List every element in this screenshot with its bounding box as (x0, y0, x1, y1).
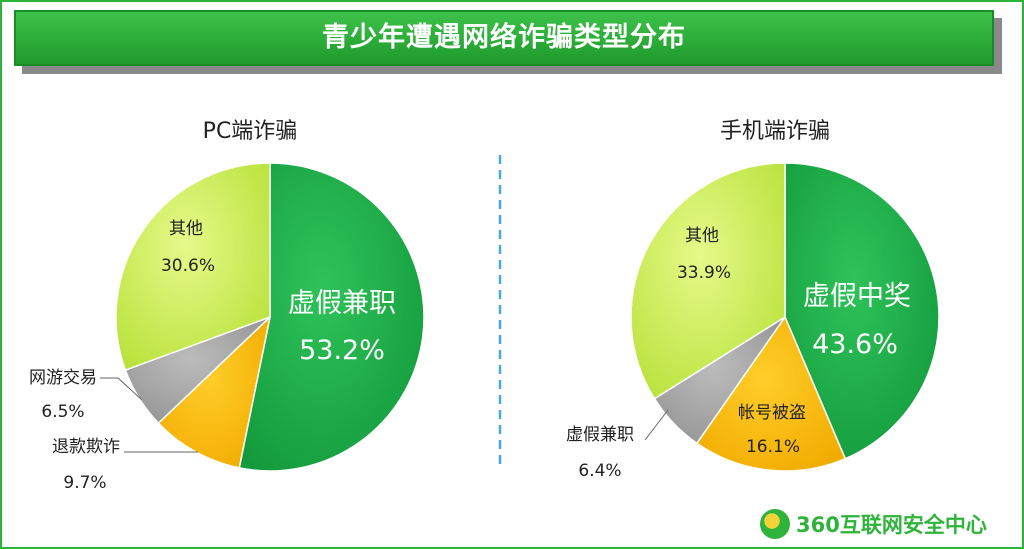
slice-label-mobile-account: 帐号被盗 (738, 403, 806, 423)
slice-label-mobile-other: 其他 (685, 226, 719, 246)
pie-mobile-slice-green (784, 162, 940, 460)
page-title: 青少年遭遇网络诈骗类型分布 (322, 22, 686, 53)
slice-value-pc-fake-job: 53.2% (299, 335, 385, 366)
shield-logo-icon (760, 509, 790, 539)
slice-label-pc-game: 网游交易 (29, 368, 97, 388)
leader-line-pc-game (100, 377, 143, 401)
pie-mobile (630, 162, 940, 472)
brand-logo-text: 360互联网安全中心 (796, 513, 987, 537)
slice-value-mobile-account: 16.1% (746, 437, 800, 457)
slice-value-mobile-other: 33.9% (677, 263, 731, 283)
title-banner-bar (14, 10, 994, 66)
pie-pc-slice-yellow-green (115, 162, 271, 372)
leader-line-mobile-parttime (644, 409, 669, 441)
slice-value-mobile-parttime: 6.4% (578, 461, 621, 481)
slice-label-pc-refund: 退款欺诈 (52, 437, 120, 457)
pie-mobile-slice-orange (695, 315, 847, 472)
brand-logo: 360互联网安全中心 (760, 508, 1010, 540)
slice-value-mobile-fake-prize: 43.6% (812, 329, 898, 360)
slice-value-pc-other: 30.6% (161, 256, 215, 276)
slice-label-mobile-parttime: 虚假兼职 (566, 425, 634, 445)
slice-value-pc-refund: 9.7% (63, 473, 106, 493)
pie-pc (115, 162, 425, 472)
slice-label-pc-other: 其他 (169, 219, 203, 239)
slice-value-pc-game: 6.5% (41, 402, 84, 422)
slice-label-mobile-fake-prize: 虚假中奖 (803, 281, 911, 312)
title-banner: 青少年遭遇网络诈骗类型分布 (14, 10, 1010, 78)
chart-title-mobile: 手机端诈骗 (720, 119, 830, 144)
pie-mobile-slice-yellow-green (630, 162, 786, 400)
pie-pc-slice-green (238, 162, 425, 472)
chart-title-pc: PC端诈骗 (203, 119, 298, 144)
slice-label-pc-fake-job: 虚假兼职 (288, 288, 396, 319)
